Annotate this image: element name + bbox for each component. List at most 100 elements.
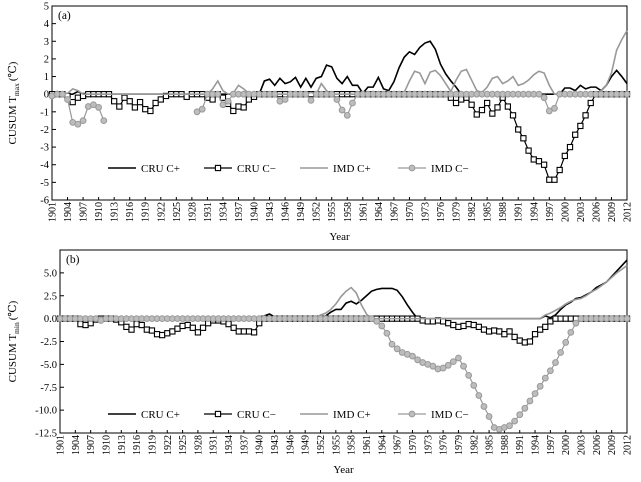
x-tick-label: 1967 bbox=[393, 435, 404, 455]
x-tick-label: 1916 bbox=[132, 435, 143, 455]
data-point-circle bbox=[95, 104, 103, 111]
data-point-square bbox=[496, 328, 503, 335]
data-point-square bbox=[82, 321, 89, 329]
data-point-circle bbox=[281, 96, 289, 103]
x-tick-label: 1961 bbox=[362, 435, 373, 455]
data-point-square bbox=[189, 324, 196, 331]
legend: CRU C+ CRU C− IMD C+ IMD C− bbox=[108, 163, 469, 175]
x-tick-label: 1988 bbox=[500, 435, 511, 455]
series-line bbox=[60, 259, 628, 320]
legend: CRU C+ CRU C− IMD C+ IMD C− bbox=[108, 409, 469, 421]
data-point-square bbox=[138, 321, 145, 329]
data-point-square bbox=[159, 331, 166, 339]
x-tick-label: 1982 bbox=[467, 202, 478, 222]
panel-label: (a) bbox=[58, 10, 71, 22]
data-point-square bbox=[174, 325, 181, 332]
data-point-square bbox=[577, 122, 584, 130]
series-2 bbox=[52, 30, 628, 96]
data-point-circle bbox=[79, 117, 87, 125]
data-point-square bbox=[157, 96, 164, 103]
data-point-circle bbox=[562, 339, 570, 346]
data-point-circle bbox=[470, 382, 478, 389]
y-axis-title-subscript: min bbox=[12, 322, 21, 334]
data-point-square bbox=[485, 328, 493, 335]
x-tick-label: 2009 bbox=[607, 435, 618, 455]
data-point-square bbox=[470, 321, 477, 329]
data-point-square bbox=[556, 166, 563, 174]
y-axis-title-main: CUSUM T bbox=[7, 96, 19, 145]
x-tick-label: 2006 bbox=[592, 435, 603, 455]
data-point-circle bbox=[338, 106, 346, 114]
data-point-square bbox=[515, 126, 522, 133]
x-tick-label: 1904 bbox=[63, 202, 74, 222]
data-point-square bbox=[542, 323, 549, 331]
x-tick-label: 1997 bbox=[546, 435, 557, 455]
x-tick-label: 1925 bbox=[178, 435, 189, 455]
data-point-square bbox=[77, 320, 84, 328]
series-2 bbox=[60, 264, 628, 320]
data-point-square bbox=[183, 93, 190, 100]
data-point-square bbox=[530, 156, 537, 163]
x-tick-label: 1943 bbox=[270, 435, 281, 455]
y-axis-title-subscript: max bbox=[12, 83, 21, 96]
data-point-circle bbox=[393, 345, 401, 353]
y-tick-label: 5.0 bbox=[44, 268, 57, 279]
x-tick-label: 1952 bbox=[316, 435, 327, 455]
data-point-circle bbox=[516, 411, 524, 419]
data-point-circle bbox=[64, 96, 71, 103]
data-point-circle bbox=[521, 404, 529, 412]
data-point-circle bbox=[224, 97, 232, 105]
data-point-circle bbox=[541, 374, 549, 382]
data-point-square bbox=[547, 318, 554, 325]
data-point-square bbox=[504, 103, 512, 110]
x-tick-label: 2006 bbox=[591, 202, 602, 222]
data-point-circle bbox=[409, 352, 416, 360]
x-tick-label: 1958 bbox=[347, 435, 358, 455]
x-tick-label: 1916 bbox=[125, 202, 136, 222]
data-point-circle bbox=[349, 99, 356, 107]
x-tick-label: 2000 bbox=[561, 435, 572, 455]
data-point-square bbox=[235, 328, 242, 335]
data-point-square bbox=[123, 323, 130, 331]
legend-label: CRU C− bbox=[237, 409, 276, 421]
data-point-circle bbox=[373, 317, 381, 325]
data-point-square bbox=[245, 96, 252, 103]
data-point-square bbox=[126, 98, 133, 105]
data-point-circle bbox=[302, 90, 310, 98]
x-tick-label: 1934 bbox=[218, 202, 229, 222]
data-point-square bbox=[516, 337, 523, 344]
x-tick-label: 1913 bbox=[110, 202, 121, 222]
data-point-circle bbox=[193, 108, 201, 116]
panel-b: -12.5 -10.0 -7.5 -5.0 -2.5 0.0 2.5 5.0 1901 1904 1… bbox=[7, 249, 634, 476]
data-point-square bbox=[494, 104, 501, 111]
x-tick-label: 1940 bbox=[250, 202, 261, 222]
x-tick-label: 1925 bbox=[172, 202, 183, 222]
series-3 bbox=[56, 315, 631, 433]
data-point-circle bbox=[567, 328, 575, 336]
panel-a: -6 -5 -4 -3 -2 -1 0 1 2 3 4 5 1901 1904 1907 1910 1913 19… bbox=[7, 2, 634, 244]
y-tick-label: 5 bbox=[44, 2, 49, 13]
x-tick-label: 1985 bbox=[485, 435, 496, 455]
data-point-square bbox=[557, 315, 564, 322]
data-point-square bbox=[561, 152, 568, 160]
data-point-square bbox=[480, 326, 488, 333]
data-point-square bbox=[489, 110, 496, 117]
data-point-square bbox=[424, 318, 431, 325]
legend-label: IMD C− bbox=[431, 409, 469, 421]
data-point-circle bbox=[485, 413, 493, 420]
data-point-circle bbox=[378, 322, 386, 330]
data-point-square bbox=[136, 98, 144, 106]
x-tick-label: 1982 bbox=[469, 435, 480, 455]
series-line bbox=[51, 40, 628, 95]
data-point-square bbox=[506, 328, 513, 335]
data-point-square bbox=[537, 326, 544, 333]
data-point-square bbox=[475, 323, 483, 331]
data-point-square bbox=[450, 321, 457, 329]
data-point-circle bbox=[368, 315, 375, 323]
y-axis-title-main: CUSUM T bbox=[7, 334, 19, 383]
data-point-circle bbox=[90, 101, 97, 109]
data-point-square bbox=[69, 98, 76, 106]
x-tick-label: 2003 bbox=[577, 435, 588, 455]
data-point-square bbox=[148, 327, 156, 334]
data-point-circle bbox=[623, 90, 631, 98]
